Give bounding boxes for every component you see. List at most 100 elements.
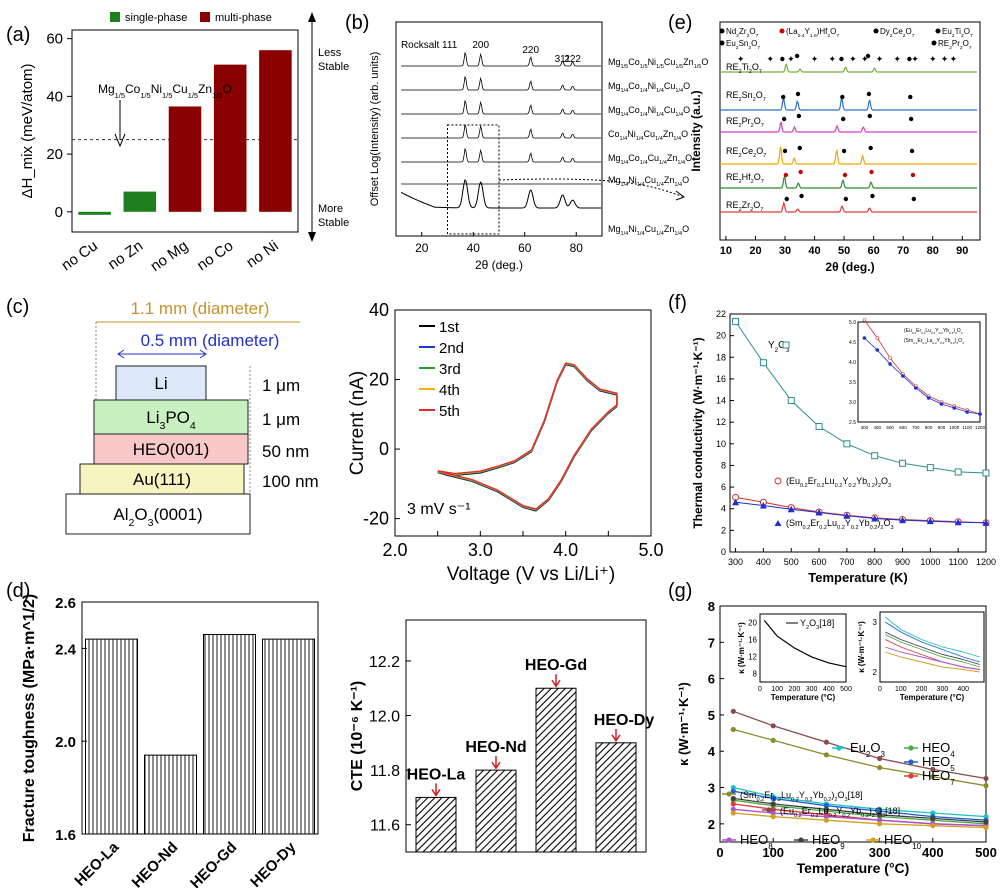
inset-point	[939, 402, 944, 406]
x-tick-label: 500	[784, 557, 799, 567]
phase-marker-star: ✦	[950, 54, 958, 64]
layer-2	[93, 433, 249, 465]
formula-part: 7	[912, 33, 915, 39]
formula-part: Ni	[151, 82, 162, 96]
data-point	[930, 823, 936, 829]
legend-marker	[779, 28, 785, 34]
data-point	[983, 813, 989, 820]
x-tick-label: 200	[816, 845, 838, 860]
x-axis-label: 2θ (deg.)	[475, 258, 523, 272]
data-point	[877, 812, 883, 818]
formula-part: E	[733, 62, 739, 72]
inset-frame	[857, 321, 981, 423]
phase-marker	[867, 113, 872, 119]
inset-point	[888, 356, 892, 360]
formula-part: [	[819, 618, 822, 628]
data-point	[787, 397, 795, 405]
formula-part: Y	[842, 476, 848, 486]
inset-left-frame	[759, 613, 847, 683]
formula-part: O	[222, 82, 231, 96]
formula-part: 0.2	[848, 483, 856, 489]
legend-marker	[726, 837, 732, 843]
cv-cycle-3	[437, 363, 618, 511]
x-tick-label: 60	[518, 241, 532, 255]
bar-HEO-Dy	[595, 742, 637, 853]
data-point	[823, 752, 829, 758]
zoom-arrow-head	[675, 190, 686, 201]
inset-series	[864, 319, 981, 415]
inset-series	[885, 631, 980, 665]
formula-part: 2	[866, 750, 871, 759]
data-point	[770, 795, 776, 802]
data-point	[823, 806, 829, 812]
formula-part: 0.2	[757, 797, 765, 803]
cv-cycle-5	[437, 362, 618, 510]
formula-part: 3	[148, 517, 154, 529]
formula-part: O	[685, 153, 692, 163]
legend-label: Eu2O3	[850, 740, 886, 759]
formula-part: Lu	[925, 328, 931, 334]
formula-part: 1/4	[656, 231, 664, 237]
formula-part: Eu	[726, 39, 736, 48]
data-point	[899, 516, 907, 524]
x-tick-label: 70	[897, 245, 909, 257]
formula-part: O	[683, 81, 690, 91]
y-tick-label: 20	[369, 370, 389, 390]
formula-part: 0.2	[861, 813, 869, 819]
formula-part: 3	[882, 813, 885, 819]
formula-part: Eu	[789, 476, 800, 486]
inset-y-tick-label: 2	[873, 668, 878, 677]
y-tick-label: 8	[721, 460, 726, 470]
formula-part: 2	[903, 33, 906, 39]
data-point	[759, 359, 767, 367]
formula-part: O	[778, 340, 786, 351]
data-point	[954, 468, 962, 476]
series-line	[733, 786, 987, 818]
formula-part: 1/5	[694, 64, 702, 70]
pattern-label: RE2Sn2O7	[726, 90, 766, 103]
formula-part: 7	[761, 123, 764, 129]
inset-series	[885, 634, 980, 668]
formula-part: E	[733, 200, 739, 210]
inset-x-tick-label: 100	[771, 686, 783, 693]
formula-part: E	[733, 90, 739, 100]
bar-no-Mg	[168, 106, 202, 212]
x-tick-label: 40	[808, 245, 820, 257]
inset-x-tick-label: 500	[886, 425, 894, 430]
y-tick-label: 1.6	[55, 827, 76, 844]
formula-part: 0.2	[800, 483, 808, 489]
phase-marker	[866, 91, 872, 97]
legend-marker	[782, 341, 790, 349]
formula-part: (	[786, 27, 789, 36]
phase-marker	[865, 53, 871, 59]
formula-part: Sm	[789, 518, 803, 528]
formula-part: Yb	[859, 518, 870, 528]
xrd-pattern	[720, 120, 977, 133]
formula-part: )	[204, 440, 210, 459]
formula-part: O	[156, 440, 169, 459]
inset-x-tick-label: 400	[823, 686, 835, 693]
legend-marker	[873, 28, 879, 34]
formula-part: )	[197, 505, 203, 524]
formula-part: 1/4	[656, 182, 664, 188]
data-point	[877, 755, 883, 762]
layer-1	[93, 399, 249, 435]
formula-part: Eu	[942, 27, 952, 36]
phase-marker-star: ✦	[849, 54, 857, 64]
data-point	[770, 810, 776, 816]
data-point	[732, 318, 740, 326]
x-tick-label: 600	[812, 557, 827, 567]
formula-part: E	[749, 832, 758, 847]
legend-label: 1st	[439, 319, 460, 336]
phase-marker-star: ✦	[876, 54, 884, 64]
data-point	[730, 784, 736, 791]
formula-part: 0.2	[805, 797, 813, 803]
formula-part: 0.2	[829, 813, 837, 819]
legend-marker	[766, 807, 772, 813]
formula-part: O	[940, 754, 950, 769]
formula-part: 1/5	[188, 91, 198, 100]
formula-part: 3	[891, 525, 894, 531]
formula-part: 2	[747, 33, 750, 39]
formula-part: Lu	[927, 338, 933, 344]
series-line	[735, 501, 987, 524]
